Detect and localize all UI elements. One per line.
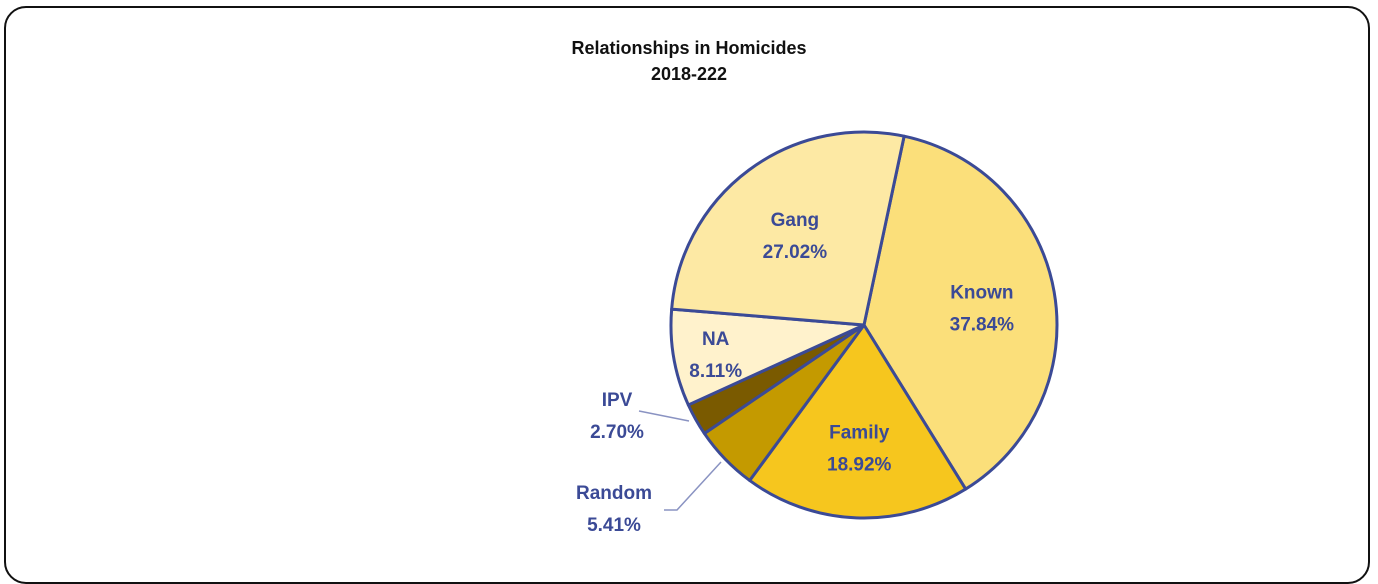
chart-subtitle: 2018-222: [650, 64, 728, 84]
leader-lines: [638, 410, 722, 511]
pie-slice-family: [748, 323, 968, 520]
leader-line-random: [664, 461, 722, 511]
slice-label-gang: Gang: [771, 210, 820, 231]
slice-labels: Known 37.84% Family 18.92% Random 5.41% IPV 2.7…: [576, 210, 1014, 536]
pie-slice-gang: [670, 130, 906, 327]
slice-value-ipv: 2.70%: [590, 422, 644, 443]
leader-line-ipv: [638, 410, 690, 422]
pie-slice-na: [669, 307, 866, 407]
slice-label-family: Family: [829, 423, 890, 444]
slice-value-family: 18.92%: [827, 455, 892, 476]
slice-label-na: NA: [702, 329, 730, 350]
slice-label-ipv: IPV: [602, 390, 633, 411]
slice-label-known: Known: [950, 282, 1013, 303]
slice-value-na: 8.11%: [689, 361, 742, 382]
slice-value-random: 5.41%: [587, 515, 641, 536]
slice-value-known: 37.84%: [950, 314, 1015, 335]
chart-title: Relationships in Homicides: [571, 38, 807, 58]
slice-label-random: Random: [576, 483, 652, 504]
slice-value-gang: 27.02%: [763, 242, 828, 263]
pie-chart: Known 37.84% Family 18.92% Random 5.41% IPV 2.7…: [576, 130, 1059, 536]
pie-slices: [669, 130, 1059, 520]
